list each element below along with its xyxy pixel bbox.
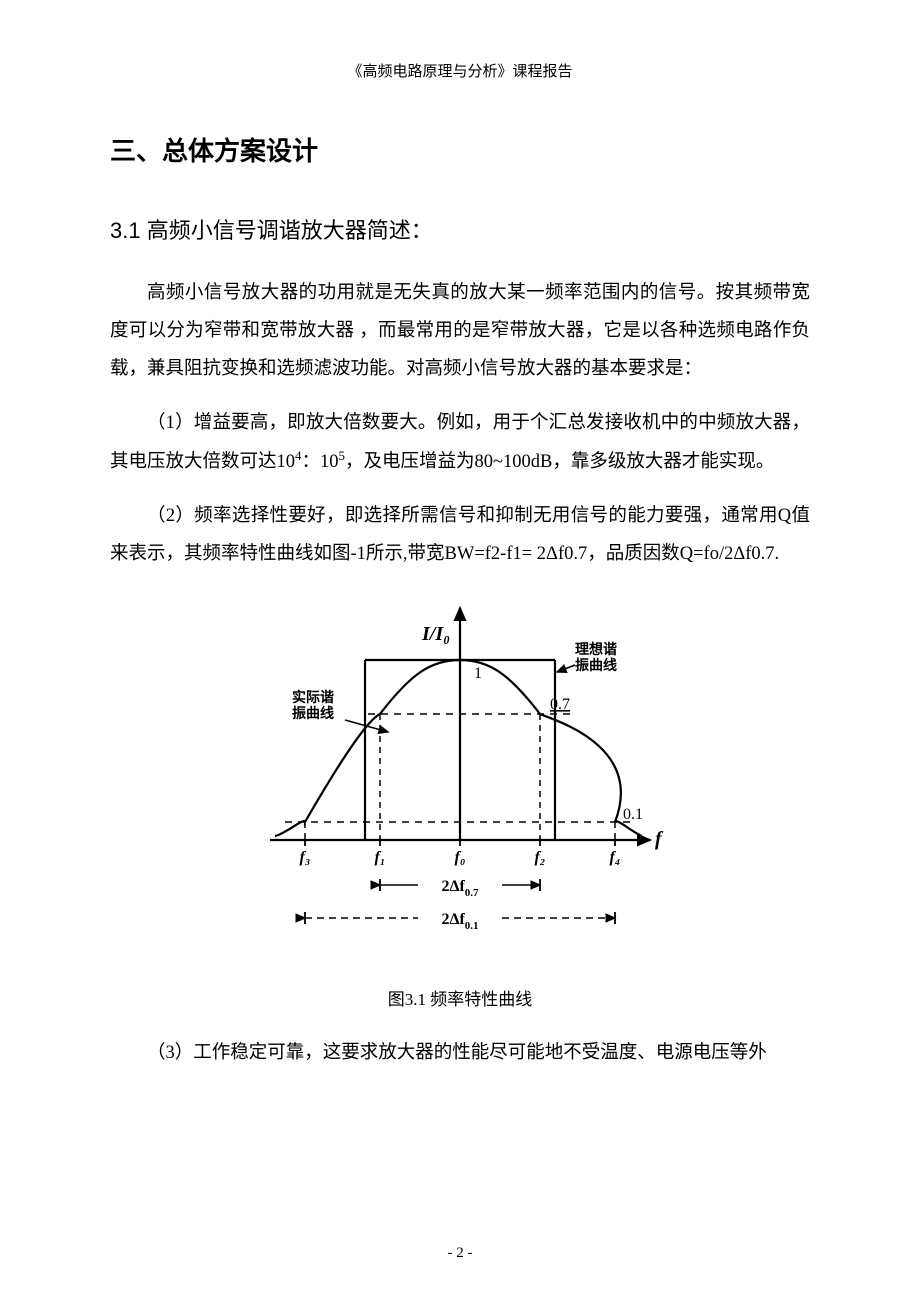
svg-text:理想谐: 理想谐 (575, 641, 617, 657)
svg-text:2Δf0.7: 2Δf0.7 (441, 878, 479, 899)
paragraph-point-3: （3）工作稳定可靠，这要求放大器的性能尽可能地不受温度、电源电压等外 (110, 1035, 810, 1073)
figure-container: f₃f₁f₀f₂f₄I/I₀f10.70.1实际谐振曲线理想谐振曲线2Δf0.7… (110, 590, 810, 950)
frequency-response-curve-diagram: f₃f₁f₀f₂f₄I/I₀f10.70.1实际谐振曲线理想谐振曲线2Δf0.7… (250, 590, 670, 950)
figure-caption: 图3.1 频率特性曲线 (110, 985, 810, 1010)
header: 《高频电路原理与分析》课程报告 (110, 60, 810, 81)
svg-text:f₁: f₁ (375, 849, 386, 866)
svg-text:2Δf0.1: 2Δf0.1 (441, 911, 478, 932)
svg-text:I/I₀: I/I₀ (421, 623, 450, 645)
svg-text:f₄: f₄ (610, 849, 621, 866)
svg-text:实际谐: 实际谐 (292, 689, 334, 705)
page-number: - 2 - (0, 1245, 920, 1262)
svg-text:0.1: 0.1 (623, 806, 643, 823)
paragraph-point-2: （2）频率选择性要好，即选择所需信号和抑制无用信号的能力要强，通常用Q值来表示，… (110, 498, 810, 574)
subsection-heading: 3.1 高频小信号调谐放大器简述： (110, 213, 810, 245)
svg-text:f₂: f₂ (535, 849, 546, 866)
svg-text:f₀: f₀ (455, 849, 466, 866)
svg-text:振曲线: 振曲线 (292, 705, 334, 721)
p2-mid: ：10 (301, 452, 338, 472)
svg-text:振曲线: 振曲线 (575, 657, 617, 673)
svg-text:1: 1 (474, 665, 482, 682)
svg-text:0.7: 0.7 (550, 696, 570, 713)
svg-text:f₃: f₃ (300, 849, 311, 866)
paragraph-intro: 高频小信号放大器的功用就是无失真的放大某一频率范围内的信号。按其频带宽度可以分为… (110, 275, 810, 389)
svg-text:f: f (655, 828, 664, 850)
section-heading: 三、总体方案设计 (110, 131, 810, 168)
p2-post: ，及电压增益为80~100dB，靠多级放大器才能实现。 (345, 452, 774, 472)
paragraph-point-1: （1）增益要高，即放大倍数要大。例如，用于个汇总发接收机中的中频放大器，其电压放… (110, 405, 810, 482)
